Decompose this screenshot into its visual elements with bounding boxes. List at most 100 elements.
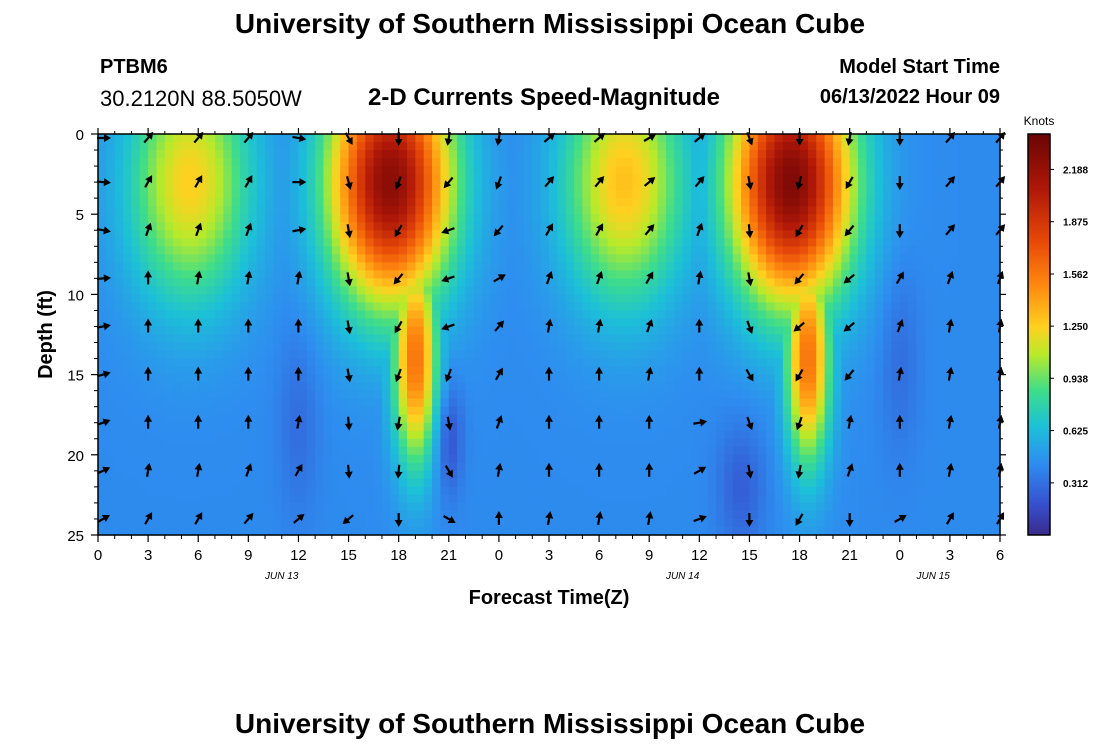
heatmap-cell [766,350,776,360]
heatmap-cell [824,518,834,528]
heatmap-cell [908,342,918,352]
heatmap-cell [331,446,341,456]
heatmap-cell [206,342,216,352]
heatmap-cell [331,318,341,328]
heatmap-cell [398,494,408,504]
heatmap-cell [139,134,149,143]
heatmap-cell [348,270,358,279]
heatmap-cell [699,502,709,512]
heatmap-cell [457,166,467,175]
heatmap-cell [657,358,667,368]
heatmap-cell [883,286,893,295]
heatmap-cell [156,262,166,271]
heatmap-cell [674,318,684,328]
heatmap-cell [407,494,416,504]
heatmap-cell [114,438,124,448]
heatmap-cell [432,454,442,464]
heatmap-cell [924,254,934,263]
heatmap-cell [632,390,642,400]
heatmap-cell [323,158,333,167]
heatmap-cell [891,286,901,295]
heatmap-cell [799,430,809,440]
heatmap-cell [549,134,558,143]
heatmap-cell [156,222,166,231]
heatmap-cell [398,358,408,368]
heatmap-cell [198,398,208,408]
heatmap-cell [323,174,333,183]
heatmap-cell [490,214,500,223]
heatmap-cell [398,158,408,167]
heatmap-cell [432,150,442,159]
heatmap-cell [874,518,884,528]
heatmap-cell [473,254,483,263]
heatmap-cell [198,358,208,368]
heatmap-cell [173,142,183,151]
heatmap-cell [323,318,333,328]
heatmap-cell [340,342,350,352]
heatmap-cell [206,150,216,159]
heatmap-cell [565,366,575,376]
heatmap-cell [248,526,258,536]
heatmap-cell [766,478,776,488]
heatmap-cell [916,270,926,279]
heatmap-cell [465,358,475,368]
heatmap-cell [465,414,475,424]
heatmap-cell [791,142,801,151]
heatmap-cell [515,414,525,424]
heatmap-cell [306,158,316,167]
heatmap-cell [473,286,483,295]
heatmap-cell [874,326,884,336]
heatmap-cell [432,518,442,528]
heatmap-cell [724,406,734,416]
heatmap-cell [615,294,625,304]
heatmap-cell [565,174,575,183]
heatmap-cell [858,150,867,159]
heatmap-cell [883,462,893,472]
heatmap-cell [323,270,333,279]
heatmap-cell [306,270,316,279]
heatmap-cell [231,230,241,239]
heatmap-cell [707,382,717,392]
heatmap-cell [615,430,625,440]
heatmap-cell [331,230,341,239]
heatmap-cell [356,254,366,263]
heatmap-cell [356,342,366,352]
heatmap-cell [298,278,308,287]
heatmap-cell [365,414,375,424]
heatmap-cell [390,358,400,368]
heatmap-cell [465,310,475,320]
heatmap-cell [457,238,467,247]
heatmap-cell [766,286,776,295]
heatmap-cell [281,246,291,255]
heatmap-cell [490,390,500,400]
heatmap-cell [356,478,366,488]
heatmap-cell [841,158,851,167]
heatmap-cell [131,390,141,400]
heatmap-cell [749,350,759,360]
heatmap-cell [465,382,475,392]
heatmap-cell [265,406,274,416]
heatmap-cell [323,374,333,384]
heatmap-cell [749,318,759,328]
heatmap-cell [131,326,141,336]
heatmap-cell [432,470,442,480]
heatmap-cell [290,334,300,344]
heatmap-cell [799,150,809,159]
heatmap-cell [315,246,325,255]
heatmap-cell [908,222,918,231]
heatmap-cell [607,350,617,360]
heatmap-cell [565,206,575,215]
heatmap-cell [858,334,867,344]
heatmap-cell [373,342,383,352]
heatmap-cell [807,238,817,247]
heatmap-cell [774,134,784,143]
heatmap-cell [189,222,199,231]
heatmap-cell [807,462,817,472]
heatmap-cell [599,494,609,504]
heatmap-cell [574,470,584,480]
heatmap-cell [782,318,792,328]
heatmap-cell [682,334,692,344]
heatmap-cell [123,462,133,472]
heatmap-cell [883,398,893,408]
heatmap-cell [457,494,467,504]
